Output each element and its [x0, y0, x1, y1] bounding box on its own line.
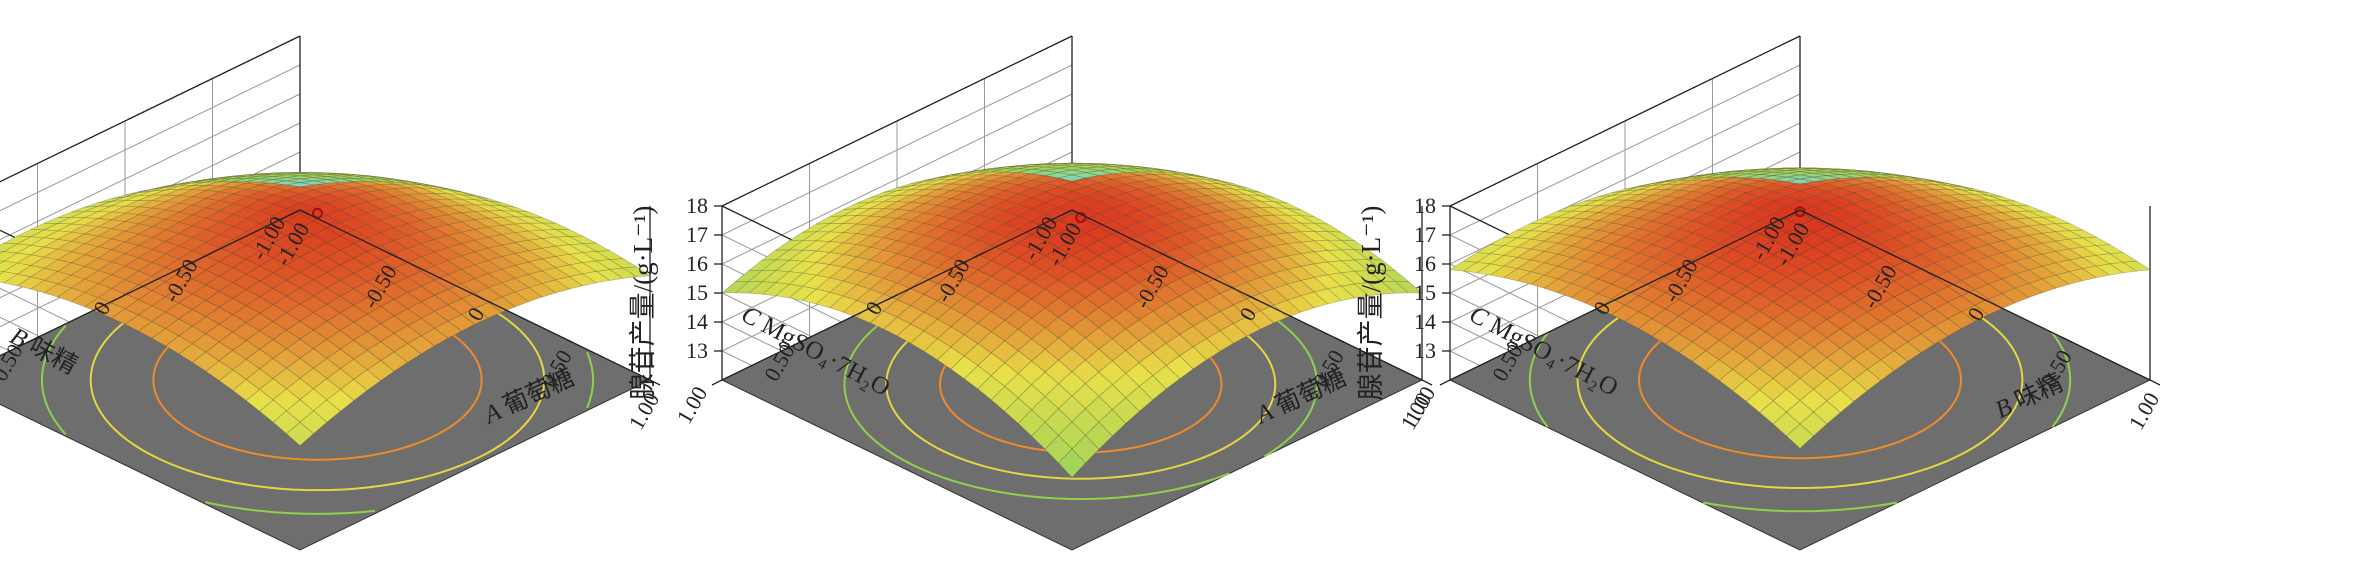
surface-chart-ac: 131415161718腺苷产量/(g·L⁻¹)-1.00-0.5000.501…: [802, 0, 1562, 570]
x-tick-label: 1.00: [2123, 388, 2164, 434]
z-axis-title: 腺苷产量/(g·L⁻¹): [1356, 206, 1386, 401]
x-tick: [1422, 380, 1432, 385]
z-tick-label: 13: [1414, 338, 1436, 363]
z-tick-label: 16: [686, 251, 708, 276]
surface-chart-ab: 131415161718腺苷产量/(g·L⁻¹)-1.00-0.5000.501…: [30, 0, 790, 570]
z-tick-label: 17: [1414, 222, 1436, 247]
z-axis-title: 腺苷产量/(g·L⁻¹): [628, 206, 658, 401]
z-tick-label: 14: [686, 309, 708, 334]
z-tick-label: 14: [1414, 309, 1436, 334]
surface-chart-bc: 131415161718腺苷产量/(g·L⁻¹)-1.00-0.5000.501…: [1530, 0, 2290, 570]
z-tick-label: 15: [1414, 280, 1436, 305]
z-tick-label: 18: [686, 193, 708, 218]
z-tick-label: 17: [686, 222, 708, 247]
z-tick-label: 13: [686, 338, 708, 363]
z-tick-label: 18: [1414, 193, 1436, 218]
z-tick-label: 15: [686, 280, 708, 305]
x-tick: [2150, 380, 2160, 385]
z-tick-label: 16: [1414, 251, 1436, 276]
surface-panel-ab: 131415161718腺苷产量/(g·L⁻¹)-1.00-0.5000.501…: [30, 0, 790, 570]
